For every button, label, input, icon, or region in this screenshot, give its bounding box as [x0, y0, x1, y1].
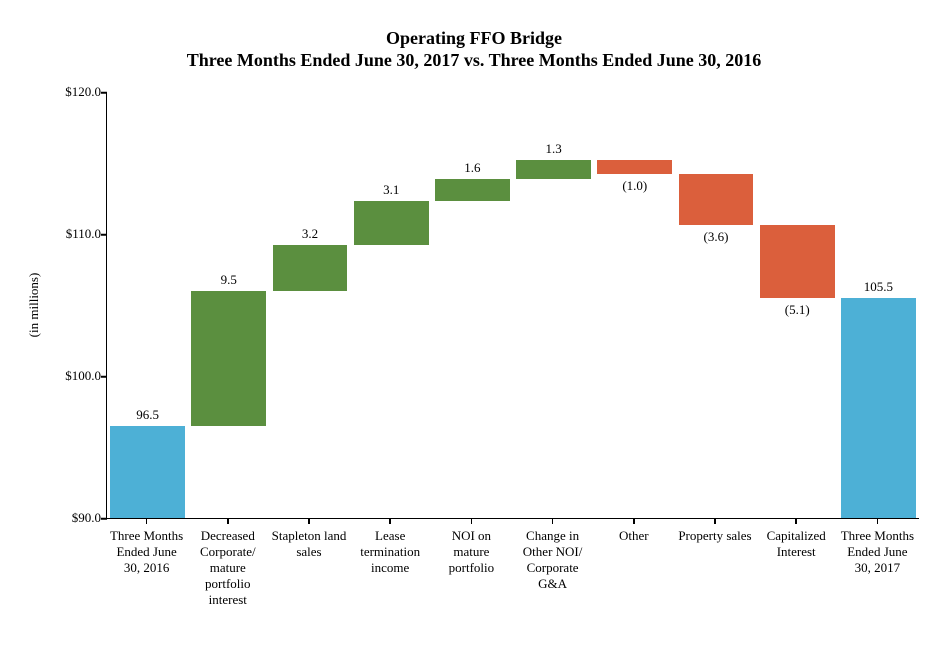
x-tick-mark — [471, 518, 473, 524]
x-tick-mark — [389, 518, 391, 524]
x-tick-mark — [552, 518, 554, 524]
x-tick-mark — [795, 518, 797, 524]
chart-title-line2: Three Months Ended June 30, 2017 vs. Thr… — [0, 50, 948, 71]
x-category-label: Three Months Ended June 30, 2017 — [839, 528, 916, 576]
plot-area: $90.0$100.0$110.0$120.096.59.53.23.11.61… — [106, 92, 919, 519]
y-axis-label: (in millions) — [26, 273, 42, 338]
x-tick-mark — [308, 518, 310, 524]
x-category-label: Stapleton land sales — [270, 528, 347, 560]
x-category-label: NOI on mature portfolio — [433, 528, 510, 576]
bar-value-label: (1.0) — [597, 178, 672, 194]
x-tick-mark — [714, 518, 716, 524]
y-tick-label: $90.0 — [72, 510, 107, 526]
y-tick-label: $110.0 — [66, 226, 107, 242]
bar-value-label: 9.5 — [191, 272, 266, 288]
bar-value-label: 1.6 — [435, 160, 510, 176]
waterfall-bar: (1.0) — [597, 160, 672, 174]
waterfall-bar: 1.3 — [516, 160, 591, 178]
bar-value-label: 105.5 — [841, 279, 916, 295]
x-category-label: Three Months Ended June 30, 2016 — [108, 528, 185, 576]
x-category-label: Decreased Corporate/ mature portfolio in… — [189, 528, 266, 608]
waterfall-bar: (3.6) — [679, 174, 754, 225]
y-tick-label: $120.0 — [65, 84, 107, 100]
x-tick-mark — [227, 518, 229, 524]
waterfall-bar: 3.1 — [354, 201, 429, 245]
x-category-label: Change in Other NOI/ Corporate G&A — [514, 528, 591, 592]
x-tick-mark — [633, 518, 635, 524]
x-category-label: Other — [595, 528, 672, 544]
x-category-label: Capitalized Interest — [758, 528, 835, 560]
x-tick-mark — [877, 518, 879, 524]
y-tick-label: $100.0 — [65, 368, 107, 384]
waterfall-bar: 9.5 — [191, 291, 266, 426]
bar-value-label: 3.1 — [354, 182, 429, 198]
x-category-label: Property sales — [676, 528, 753, 544]
waterfall-bar: 96.5 — [110, 426, 185, 518]
bar-value-label: (5.1) — [760, 302, 835, 318]
waterfall-bar: (5.1) — [760, 225, 835, 297]
chart-title-line1: Operating FFO Bridge — [0, 28, 948, 49]
x-tick-mark — [146, 518, 148, 524]
bar-value-label: 96.5 — [110, 407, 185, 423]
bar-value-label: (3.6) — [679, 229, 754, 245]
waterfall-bar: 1.6 — [435, 179, 510, 202]
waterfall-bar: 105.5 — [841, 298, 916, 518]
bar-value-label: 1.3 — [516, 141, 591, 157]
waterfall-bar: 3.2 — [273, 245, 348, 290]
x-category-label: Lease termination income — [352, 528, 429, 576]
bar-value-label: 3.2 — [273, 226, 348, 242]
ffo-bridge-chart: Operating FFO Bridge Three Months Ended … — [0, 0, 948, 654]
